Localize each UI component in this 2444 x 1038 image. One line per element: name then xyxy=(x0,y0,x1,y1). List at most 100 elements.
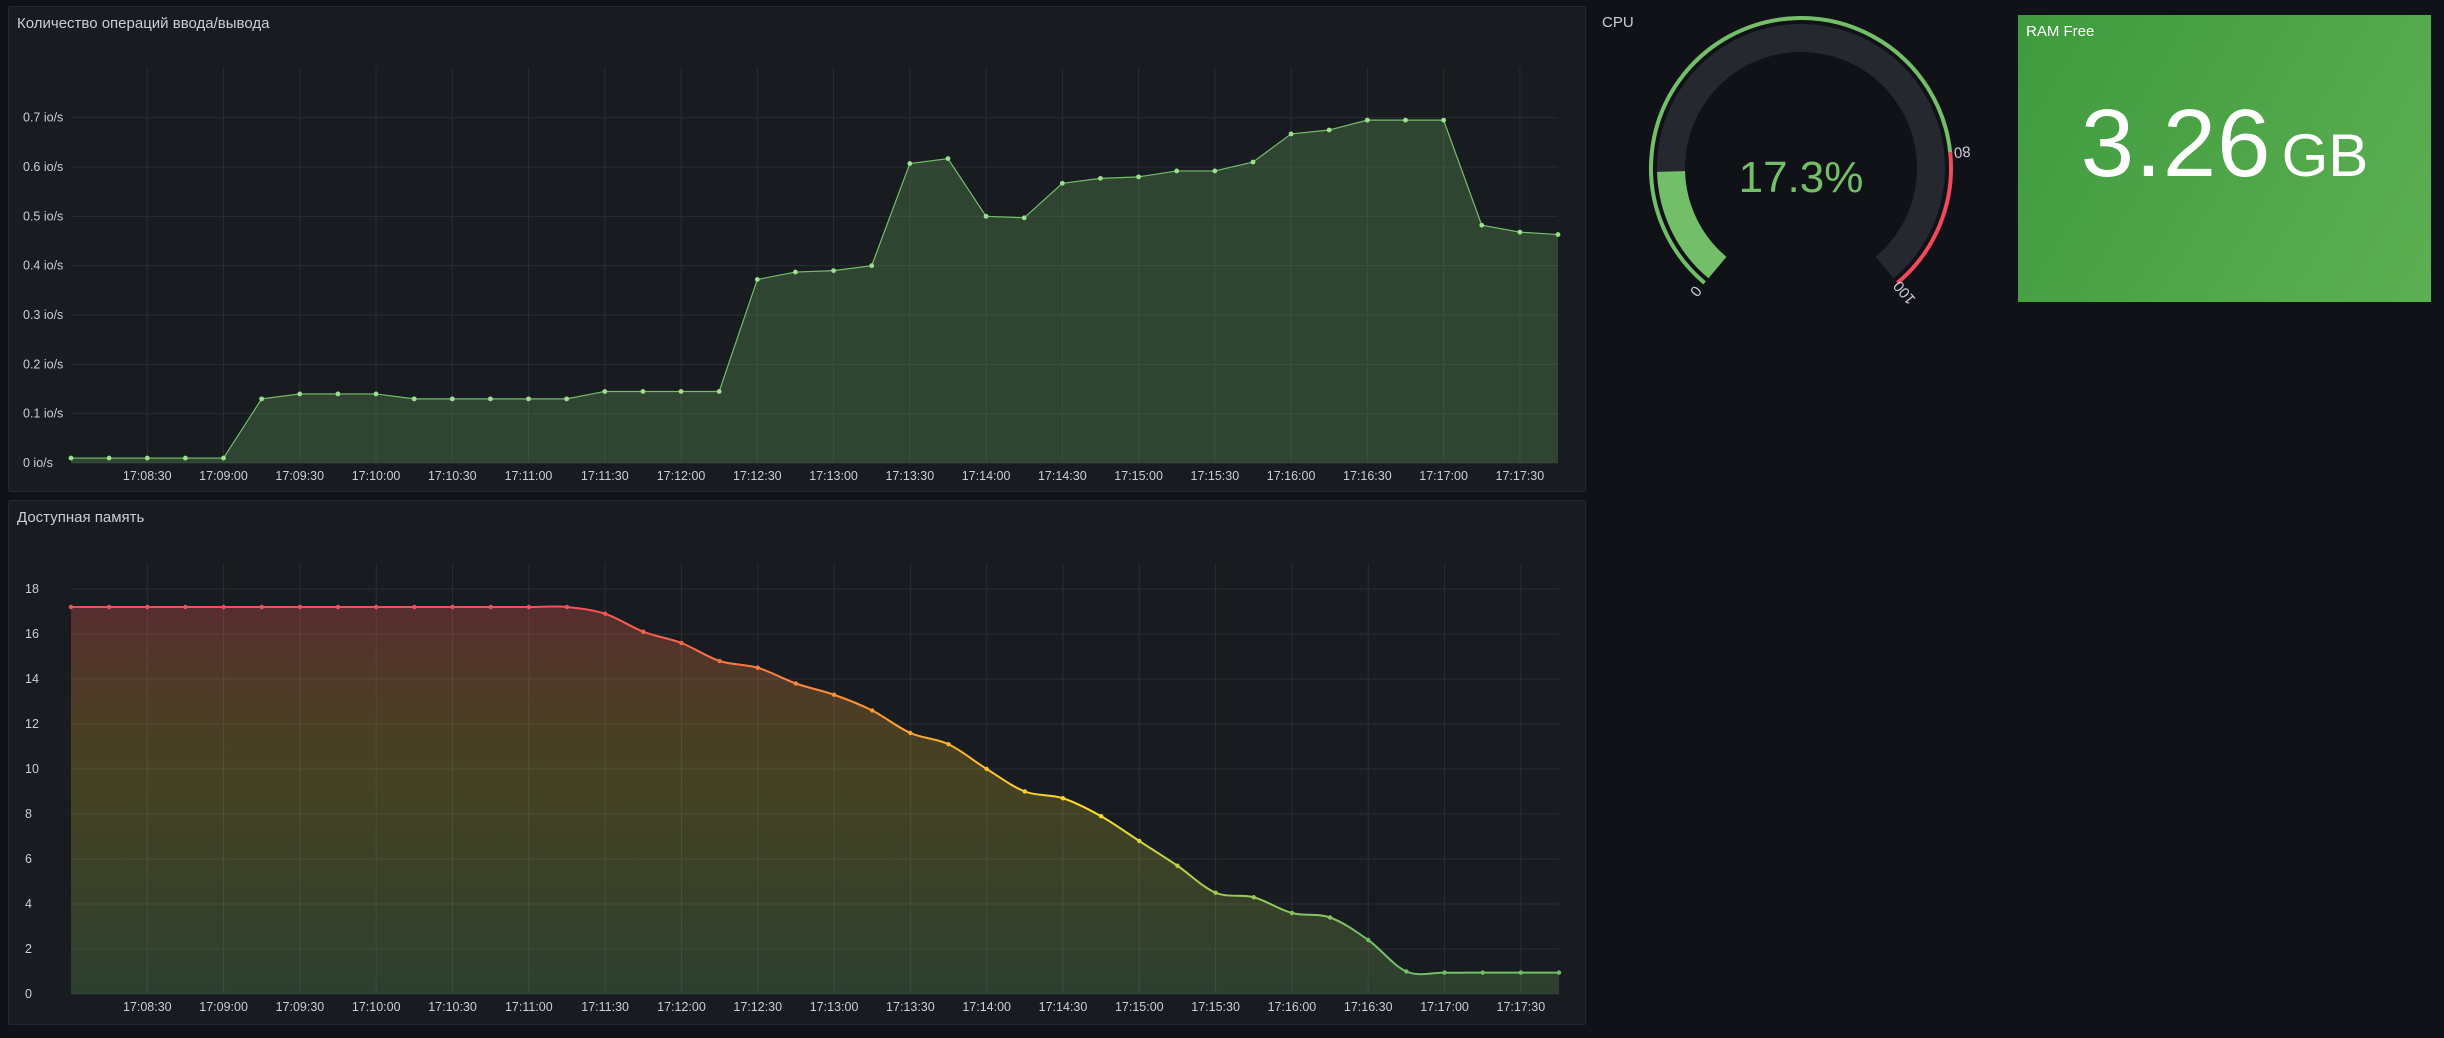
y-tick-label: 0.3 io/s xyxy=(23,308,63,322)
y-tick-label: 12 xyxy=(25,717,39,731)
data-point xyxy=(1364,117,1370,123)
data-point xyxy=(870,708,875,713)
x-tick-label: 17:14:30 xyxy=(1039,1000,1088,1014)
io-chart[interactable]: 0 io/s 0.1 io/s 0.2 io/s 0.3 io/s 0.4 io/s 0.… xyxy=(9,7,1585,491)
panel-title: CPU xyxy=(1602,14,1634,31)
gauge-threshold-label: 100 xyxy=(1890,277,1919,306)
y-tick-label: 6 xyxy=(25,852,32,866)
data-point xyxy=(831,268,836,273)
data-point xyxy=(678,389,684,394)
data-point xyxy=(488,604,493,610)
data-point xyxy=(1555,232,1561,237)
ram-free-panel: RAM Free 3.26 GB xyxy=(2018,15,2431,302)
data-point xyxy=(945,156,951,162)
data-point xyxy=(1404,969,1409,974)
data-point xyxy=(1060,796,1066,801)
data-point xyxy=(259,396,265,402)
data-point xyxy=(1059,180,1065,186)
gauge-value-arc xyxy=(1657,170,1727,279)
ram-free-number: 3.26 xyxy=(2080,90,2272,197)
y-tick-label: 8 xyxy=(25,807,32,821)
gauge-threshold-label: 80 xyxy=(1953,142,1971,161)
data-point xyxy=(602,611,608,616)
data-point xyxy=(182,455,188,461)
ram-free-value: 3.26 GB xyxy=(2018,89,2431,199)
data-point xyxy=(1175,863,1180,868)
data-point xyxy=(754,277,760,282)
data-point xyxy=(1098,814,1104,819)
x-tick-label: 17:17:00 xyxy=(1419,469,1468,483)
x-tick-label: 17:10:00 xyxy=(352,1000,401,1014)
data-point xyxy=(1289,910,1295,916)
data-point xyxy=(716,389,722,394)
x-tick-label: 17:13:00 xyxy=(809,469,858,483)
data-point xyxy=(793,269,798,275)
cpu-gauge[interactable]: 0 80 100 17.3% xyxy=(1594,6,2002,306)
memory-chart[interactable]: 0 2 4 6 8 10 12 14 16 18 17:08:30 17:09:00 17:09:30 1… xyxy=(9,501,1585,1024)
data-point xyxy=(564,604,570,610)
data-point xyxy=(144,455,150,461)
data-point xyxy=(450,604,455,610)
x-tick-label: 17:11:30 xyxy=(581,1000,629,1014)
data-point xyxy=(1556,970,1562,975)
x-tick-label: 17:16:00 xyxy=(1268,1000,1317,1014)
x-tick-label: 17:15:30 xyxy=(1191,469,1240,483)
x-tick-label: 17:12:00 xyxy=(657,469,706,483)
data-point xyxy=(335,604,341,610)
cpu-gauge-panel: CPU 0 80 100 17.3% xyxy=(1594,6,2002,306)
x-tick-label: 17:14:00 xyxy=(962,1000,1011,1014)
data-point xyxy=(1098,175,1103,181)
data-point xyxy=(68,455,74,461)
x-tick-label: 17:13:00 xyxy=(810,1000,859,1014)
threshold-band-ok xyxy=(1649,16,1953,285)
x-tick-label: 17:17:00 xyxy=(1420,1000,1469,1014)
data-point xyxy=(640,389,646,394)
data-point xyxy=(641,629,646,634)
data-point xyxy=(564,396,570,402)
data-point xyxy=(297,604,303,610)
data-point xyxy=(831,692,837,697)
y-tick-label: 0.1 io/s xyxy=(23,407,63,421)
x-tick-label: 17:12:30 xyxy=(733,469,782,483)
data-point xyxy=(1021,215,1027,221)
x-tick-label: 17:09:00 xyxy=(199,469,248,483)
available-memory-panel: Доступная память 0 2 4 6 8 10 12 14 16 18 17:08:30… xyxy=(8,500,1586,1025)
data-point xyxy=(907,161,913,166)
x-tick-label: 17:15:00 xyxy=(1114,469,1163,483)
x-tick-label: 17:15:00 xyxy=(1115,1000,1164,1014)
y-tick-label: 0 xyxy=(25,987,32,1001)
data-point xyxy=(259,604,264,610)
x-tick-label: 17:10:30 xyxy=(428,469,477,483)
data-point xyxy=(412,604,417,610)
y-tick-label: 0.5 io/s xyxy=(23,209,63,223)
x-tick-label: 17:11:00 xyxy=(505,469,553,483)
data-point xyxy=(1441,117,1447,123)
data-point xyxy=(106,455,112,461)
data-point xyxy=(526,396,531,402)
x-tick-label: 17:16:30 xyxy=(1343,469,1392,483)
x-tick-label: 17:12:00 xyxy=(657,1000,706,1014)
series-line xyxy=(71,119,1559,459)
data-point xyxy=(679,640,684,646)
x-tick-label: 17:12:30 xyxy=(733,1000,782,1014)
data-point xyxy=(297,391,303,397)
x-tick-label: 17:16:00 xyxy=(1267,469,1316,483)
x-tick-label: 17:08:30 xyxy=(123,469,172,483)
x-tick-label: 17:11:00 xyxy=(505,1000,553,1014)
y-tick-label: 18 xyxy=(25,582,39,596)
data-point xyxy=(1366,937,1371,943)
panel-title: Доступная память xyxy=(17,509,145,526)
data-point xyxy=(374,604,379,610)
data-point xyxy=(488,396,493,402)
data-point xyxy=(755,665,760,670)
ram-free-unit: GB xyxy=(2281,122,2369,189)
x-tick-label: 17:09:00 xyxy=(199,1000,248,1014)
data-point xyxy=(106,604,112,610)
data-point xyxy=(1212,168,1218,174)
data-point xyxy=(1403,117,1408,123)
y-tick-label: 0 io/s xyxy=(23,456,53,470)
data-point xyxy=(411,396,417,402)
data-point xyxy=(183,604,188,610)
y-tick-label: 0.7 io/s xyxy=(23,111,63,125)
data-point xyxy=(1136,174,1141,180)
